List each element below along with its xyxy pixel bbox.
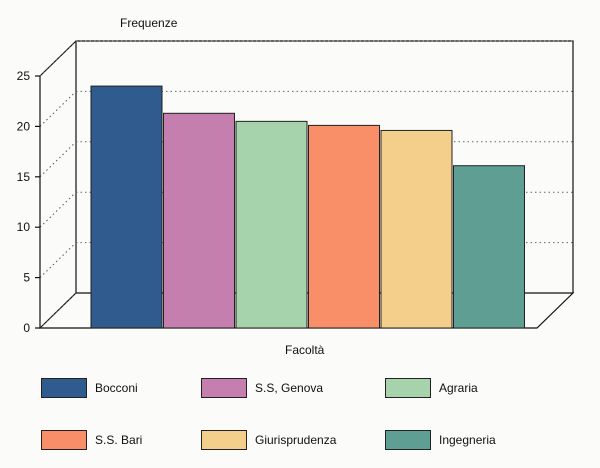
bar	[453, 165, 525, 329]
gridline-depth	[39, 141, 77, 178]
y-axis-label: Frequenze	[120, 16, 178, 30]
bar	[308, 124, 380, 329]
bar	[163, 112, 235, 329]
bar	[380, 129, 453, 329]
x-axis-label: Facoltà	[285, 343, 325, 357]
y-tick-label: 5	[23, 271, 30, 285]
y-tick-label: 20	[17, 119, 31, 133]
gridline-depth	[39, 242, 77, 278]
bar	[235, 120, 308, 329]
y-axis: 0 5 10 15 20 25	[17, 69, 41, 335]
gridline-depth	[39, 40, 77, 77]
y-tick-label: 25	[17, 69, 31, 83]
gridline-depth	[39, 91, 77, 127]
gridline-depth	[39, 191, 77, 228]
y-tick-label: 15	[17, 170, 31, 184]
y-tick-label: 10	[17, 220, 31, 234]
bar	[90, 85, 163, 329]
gridline-depth	[39, 292, 77, 329]
bars	[90, 85, 525, 329]
y-tick-label: 0	[23, 321, 30, 335]
